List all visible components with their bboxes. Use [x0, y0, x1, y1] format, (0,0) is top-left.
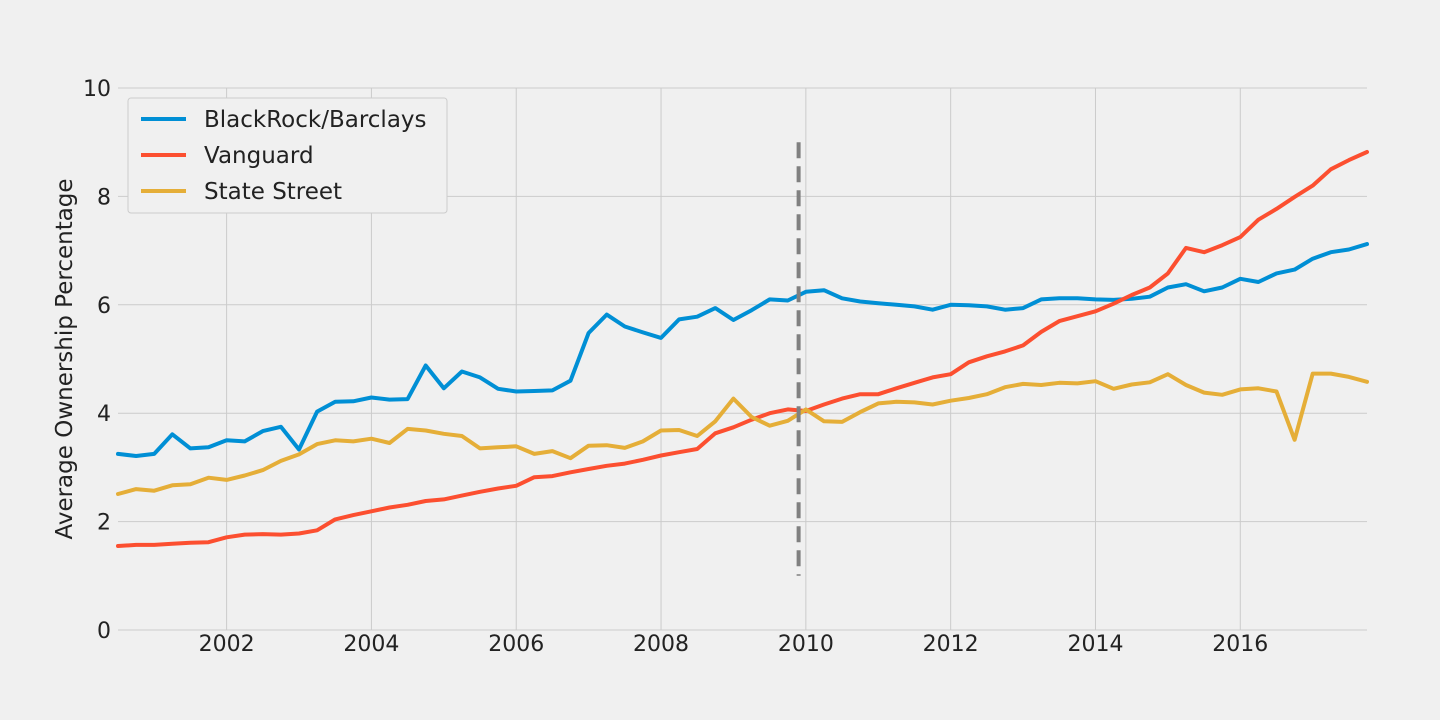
x-tick-label: 2002: [199, 632, 255, 657]
legend-label: BlackRock/Barclays: [204, 107, 427, 133]
legend: BlackRock/Barclays Vanguard State Street: [127, 97, 448, 214]
x-tick-label: 2006: [488, 632, 544, 657]
y-tick-label: 0: [97, 619, 111, 644]
y-tick-label: 8: [97, 185, 111, 210]
legend-label: State Street: [204, 179, 342, 205]
x-axis-ticks: 2002 2004 2006 2008 2010 2012 2014 2016: [199, 632, 1269, 657]
series-line-1: [116, 150, 1369, 548]
series-line-2: [116, 371, 1369, 496]
y-tick-label: 2: [97, 511, 111, 536]
y-tick-label: 4: [97, 402, 111, 427]
y-axis-ticks: 0 2 4 6 8 10: [83, 77, 111, 644]
x-tick-label: 2014: [1067, 632, 1123, 657]
x-tick-label: 2010: [778, 632, 834, 657]
series-lines: [116, 150, 1369, 548]
x-tick-label: 2004: [343, 632, 399, 657]
x-tick-label: 2012: [923, 632, 979, 657]
x-tick-label: 2008: [633, 632, 689, 657]
y-axis-label: Average Ownership Percentage: [52, 178, 78, 539]
y-tick-label: 6: [97, 294, 111, 319]
legend-box: [127, 97, 448, 214]
legend-label: Vanguard: [204, 143, 314, 169]
x-tick-label: 2016: [1212, 632, 1268, 657]
series-line-0: [116, 242, 1369, 458]
y-tick-label: 10: [83, 77, 111, 102]
